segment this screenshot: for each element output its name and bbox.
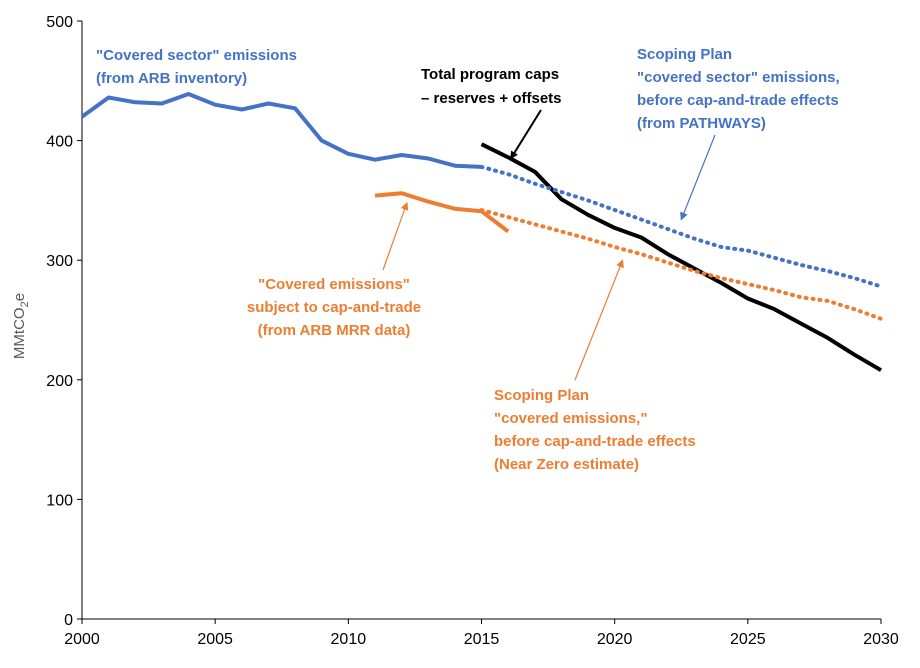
annotation-arrow [574,259,624,381]
annotation-text: Scoping Plan "covered emissions," before c… [494,387,696,473]
y-tick-label: 400 [46,134,73,151]
annotation-arrow [509,109,542,160]
annotation-line: – reserves + offsets [421,90,562,107]
annotation-line: Scoping Plan [494,387,589,404]
annotation-scoping-covered: Scoping Plan "covered emissions," before c… [494,259,696,473]
y-tick-label: 200 [46,373,73,390]
annotation-line: (from ARB inventory) [96,70,247,87]
annotation-line: "Covered emissions" [258,276,410,293]
series-line-5-dotted [479,208,883,321]
annotation-text: Scoping Plan "covered sector" emissions, b… [637,46,840,132]
annotation-text: "Covered emissions" subject to cap-and-tr… [247,276,421,339]
annotation-line: before cap-and-trade effects [637,92,839,109]
y-tick-label: 300 [46,253,73,270]
x-tick-label: 2020 [597,631,633,648]
annotation-covered-emissions: "Covered emissions" subject to cap-and-tr… [247,201,421,339]
x-tick-label: 2030 [863,631,899,648]
annotation-total-caps: Total program caps – reserves + offsets [421,66,562,160]
annotation-arrow [382,201,409,271]
series-line-2-solid [374,191,510,234]
annotations: "Covered sector" emissions (from ARB inve… [96,46,840,473]
x-tick-label: 2010 [331,631,367,648]
annotation-text: Total program caps – reserves + offsets [421,66,562,107]
annotation-scoping-sector: Scoping Plan "covered sector" emissions, b… [637,46,840,221]
y-tick-label: 0 [64,612,73,629]
x-tick-label: 2005 [197,631,233,648]
x-tick-labels: 2000 2005 2010 2015 2020 2025 2030 [64,619,899,648]
annotation-line: (from PATHWAYS) [637,115,766,132]
annotation-line: before cap-and-trade effects [494,433,696,450]
annotation-line: (Near Zero estimate) [494,456,639,473]
series-line-1-solid [80,92,482,169]
x-tick-label: 2015 [464,631,500,648]
annotation-text: "Covered sector" emissions (from ARB inve… [96,47,297,87]
y-tick-label: 100 [46,492,73,509]
annotation-covered-sector: "Covered sector" emissions (from ARB inve… [96,47,297,87]
annotation-line: subject to cap-and-trade [247,299,421,316]
annotation-line: "covered emissions," [494,410,647,427]
y-axis-label-subscript: 2 [19,301,31,307]
annotation-line: Total program caps [421,66,559,83]
annotation-arrow [680,134,716,221]
series-line-3-solid [480,142,883,372]
annotation-line: (from ARB MRR data) [258,322,411,339]
series-layer [80,92,883,372]
annotation-line: "covered sector" emissions, [637,69,840,86]
series-line-4-dotted [479,164,883,289]
x-tick-label: 2025 [730,631,766,648]
y-axis-label-main: MMtCO [11,307,28,359]
y-tick-label: 500 [46,14,73,31]
x-tick-label: 2000 [64,631,100,648]
y-axis-label: MMtCO2e [11,293,31,359]
axes [81,21,881,620]
annotation-line: "Covered sector" emissions [96,47,297,64]
y-axis-label-tail: e [11,293,28,301]
annotation-line: Scoping Plan [637,46,732,63]
y-tick-labels: 0 100 200 300 400 500 [46,14,82,629]
